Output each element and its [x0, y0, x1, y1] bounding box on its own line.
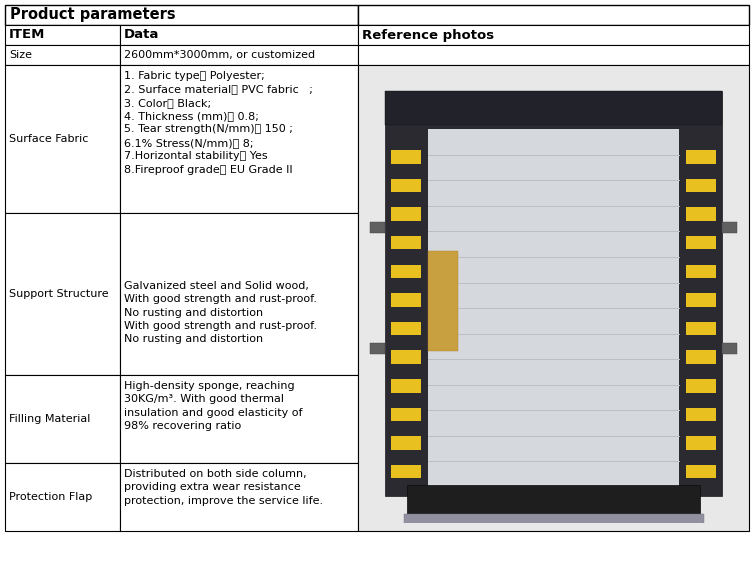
Bar: [685, 322, 716, 335]
Bar: [391, 208, 421, 221]
Bar: [358, 25, 749, 45]
Bar: [120, 375, 358, 463]
Bar: [358, 65, 749, 531]
Text: Support Structure: Support Structure: [9, 289, 109, 299]
Bar: [120, 463, 358, 531]
Bar: [5, 25, 120, 45]
Text: Data: Data: [124, 29, 159, 41]
Text: 1. Fabric type： Polyester;
2. Surface material： PVC fabric   ;
3. Color： Black;
: 1. Fabric type： Polyester; 2. Surface ma…: [124, 71, 313, 174]
Bar: [685, 236, 716, 250]
Bar: [685, 436, 716, 450]
Bar: [358, 5, 749, 25]
Bar: [391, 178, 421, 192]
Bar: [722, 343, 737, 354]
Bar: [391, 236, 421, 250]
Bar: [685, 265, 716, 278]
Bar: [391, 293, 421, 307]
Bar: [391, 150, 421, 164]
Text: ITEM: ITEM: [9, 29, 45, 41]
Bar: [685, 379, 716, 392]
Bar: [120, 45, 358, 65]
Bar: [685, 293, 716, 307]
Text: Reference photos: Reference photos: [362, 29, 494, 41]
Bar: [120, 65, 358, 213]
Bar: [403, 514, 703, 528]
Text: High-density sponge, reaching
30KG/m³. With good thermal
insulation and good ela: High-density sponge, reaching 30KG/m³. W…: [124, 381, 302, 431]
Text: Surface Fabric: Surface Fabric: [9, 134, 88, 144]
Bar: [685, 350, 716, 364]
Bar: [428, 129, 679, 487]
Bar: [428, 251, 458, 351]
Bar: [385, 91, 722, 125]
Bar: [370, 343, 385, 354]
Bar: [5, 463, 120, 531]
Bar: [685, 150, 716, 164]
Bar: [685, 465, 716, 479]
Bar: [391, 350, 421, 364]
Bar: [685, 178, 716, 192]
Text: Filling Material: Filling Material: [9, 414, 90, 424]
Bar: [5, 45, 120, 65]
Bar: [391, 408, 421, 421]
Bar: [391, 265, 421, 278]
Bar: [722, 222, 737, 233]
Bar: [391, 379, 421, 392]
Text: Size: Size: [9, 50, 32, 60]
Bar: [120, 213, 358, 375]
Bar: [358, 45, 749, 65]
Bar: [5, 213, 120, 375]
Bar: [685, 408, 716, 421]
Bar: [370, 222, 385, 233]
Bar: [5, 5, 358, 25]
Text: Product parameters: Product parameters: [10, 8, 176, 23]
Bar: [391, 465, 421, 479]
Text: 2600mm*3000mm, or customized: 2600mm*3000mm, or customized: [124, 50, 315, 60]
Text: Galvanized steel and Solid wood,
With good strength and rust-proof.
No rusting a: Galvanized steel and Solid wood, With go…: [124, 281, 317, 345]
Bar: [5, 65, 120, 213]
Bar: [407, 484, 700, 514]
Bar: [120, 25, 358, 45]
Bar: [391, 322, 421, 335]
Bar: [5, 375, 120, 463]
Text: Protection Flap: Protection Flap: [9, 492, 92, 502]
Bar: [685, 208, 716, 221]
Bar: [391, 436, 421, 450]
Text: Distributed on both side column,
providing extra wear resistance
protection, imp: Distributed on both side column, providi…: [124, 469, 323, 505]
